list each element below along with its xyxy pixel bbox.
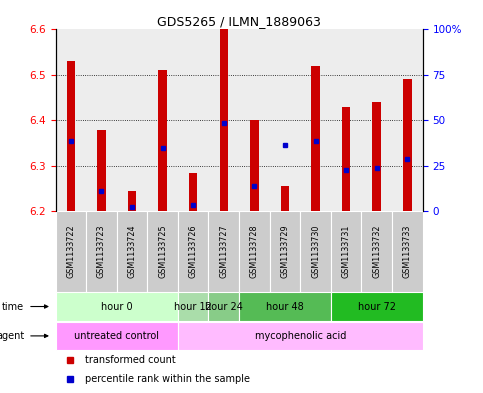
Bar (117, 29, 147, 211)
Bar (56, 322, 178, 350)
Text: GSM1133732: GSM1133732 (372, 225, 381, 278)
Text: GSM1133728: GSM1133728 (250, 225, 259, 278)
Bar (219, 29, 228, 211)
Bar (67, 61, 75, 211)
Bar (331, 211, 361, 292)
Text: GSM1133723: GSM1133723 (97, 225, 106, 278)
Bar (300, 211, 331, 292)
Text: GSM1133729: GSM1133729 (281, 225, 289, 278)
Bar (392, 29, 423, 211)
Text: hour 48: hour 48 (266, 301, 304, 312)
Bar (372, 102, 381, 211)
Bar (311, 66, 320, 211)
Bar (147, 29, 178, 211)
Bar (300, 29, 331, 211)
Text: GSM1133730: GSM1133730 (311, 225, 320, 278)
Text: hour 12: hour 12 (174, 301, 212, 312)
Text: GSM1133724: GSM1133724 (128, 225, 137, 278)
Bar (209, 211, 239, 292)
Bar (403, 79, 412, 211)
Bar (250, 120, 259, 211)
Text: GSM1133725: GSM1133725 (158, 225, 167, 278)
Bar (342, 107, 351, 211)
Bar (158, 70, 167, 211)
Bar (270, 211, 300, 292)
Text: GSM1133733: GSM1133733 (403, 225, 412, 278)
Text: GSM1133726: GSM1133726 (189, 225, 198, 278)
Text: mycophenolic acid: mycophenolic acid (255, 331, 346, 341)
Bar (239, 29, 270, 211)
Bar (239, 211, 270, 292)
Bar (281, 186, 289, 211)
Bar (361, 211, 392, 292)
Bar (239, 292, 331, 321)
Bar (270, 29, 300, 211)
Bar (209, 29, 239, 211)
Bar (178, 29, 209, 211)
Bar (56, 292, 178, 321)
Bar (331, 292, 423, 321)
Text: transformed count: transformed count (85, 355, 176, 365)
Bar (189, 173, 198, 211)
Bar (331, 29, 361, 211)
Bar (86, 211, 117, 292)
Text: hour 24: hour 24 (205, 301, 243, 312)
Text: agent: agent (0, 331, 24, 341)
Bar (147, 211, 178, 292)
Bar (178, 322, 423, 350)
Bar (56, 29, 86, 211)
Text: untreated control: untreated control (74, 331, 159, 341)
Text: hour 72: hour 72 (358, 301, 396, 312)
Bar (178, 292, 209, 321)
Bar (361, 29, 392, 211)
Title: GDS5265 / ILMN_1889063: GDS5265 / ILMN_1889063 (157, 15, 321, 28)
Text: time: time (2, 301, 24, 312)
Text: GSM1133731: GSM1133731 (341, 225, 351, 278)
Text: hour 0: hour 0 (101, 301, 132, 312)
Bar (117, 211, 147, 292)
Bar (392, 211, 423, 292)
Text: percentile rank within the sample: percentile rank within the sample (85, 375, 250, 384)
Text: GSM1133727: GSM1133727 (219, 225, 228, 278)
Bar (97, 130, 106, 211)
Bar (128, 191, 136, 211)
Bar (56, 211, 86, 292)
Text: GSM1133722: GSM1133722 (66, 225, 75, 278)
Bar (86, 29, 117, 211)
Bar (178, 211, 209, 292)
Bar (209, 292, 239, 321)
